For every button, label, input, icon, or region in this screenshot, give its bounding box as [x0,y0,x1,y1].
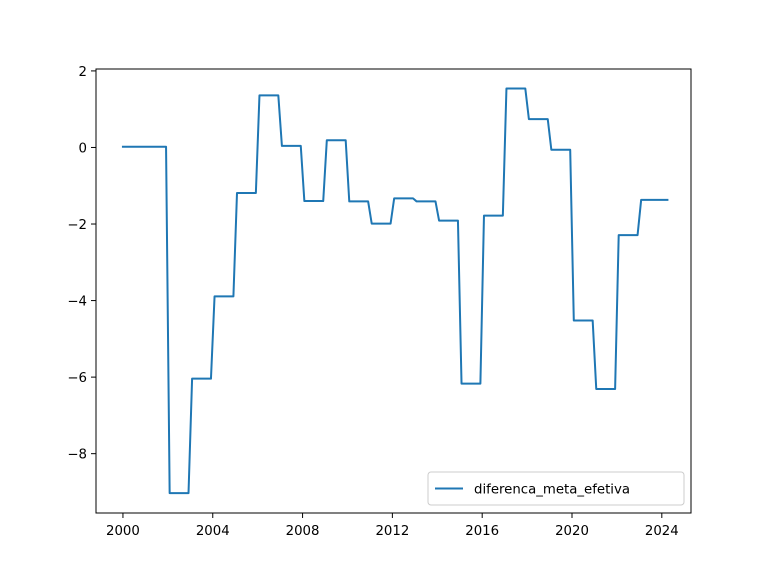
y-tick-label: −8 [67,448,87,463]
legend-label: diferenca_meta_efetiva [474,483,630,498]
legend: diferenca_meta_efetiva [427,471,685,506]
legend-box [427,471,685,506]
x-tick-label: 2016 [465,524,499,539]
x-tick-label: 2004 [196,524,230,539]
y-axis: 2 0 −2 −4 −6 −8 [67,65,96,463]
x-axis: 2000 2004 2008 2012 2016 2020 2024 [106,513,679,539]
y-tick-label: −6 [67,371,87,386]
y-tick-label: −2 [67,218,87,233]
x-tick-label: 2024 [645,524,679,539]
plot-area [121,87,669,495]
y-tick-label: −4 [67,295,87,310]
y-tick-label: 2 [79,65,87,80]
series-line-0 [121,87,669,495]
axes-frame [95,68,692,514]
x-tick-label: 2000 [106,524,140,539]
x-tick-label: 2020 [555,524,589,539]
x-tick-label: 2008 [286,524,320,539]
y-tick-label: 0 [79,141,87,156]
x-tick-label: 2012 [375,524,409,539]
